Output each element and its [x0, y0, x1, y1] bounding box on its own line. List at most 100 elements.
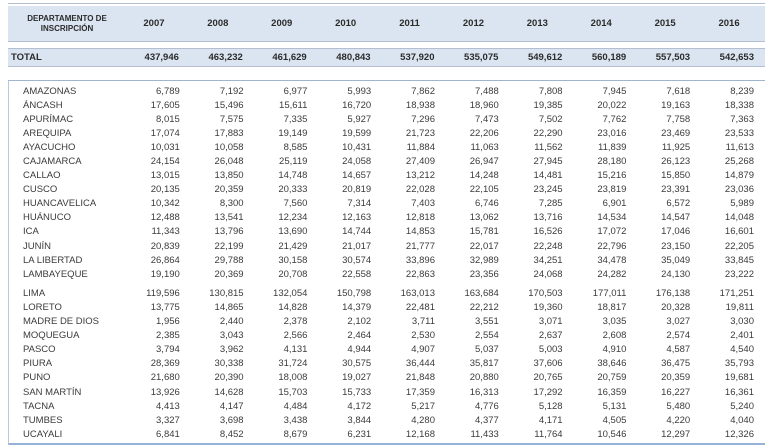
value-cell: 23,356	[469, 268, 499, 280]
value-cell: 20,333	[278, 184, 308, 196]
table-row: LIMA 119,596 130,815 132,054 150,798 163,013 1…	[9, 286, 765, 300]
value-cell: 4,484	[283, 400, 308, 412]
table-row: ICA 11,343 13,796 13,690 14,744 14,853 15,781 1…	[9, 225, 765, 239]
value-cell: 7,403	[411, 198, 435, 210]
value-cell: 11,925	[661, 141, 691, 153]
value-cell: 26,123	[661, 156, 691, 168]
value-cell: 5,480	[666, 400, 691, 412]
value-cell: 6,901	[602, 198, 627, 210]
total-value-cell: 461,629	[272, 52, 307, 63]
value-cell: 8,585	[283, 141, 308, 153]
value-cell: 4,171	[538, 414, 563, 426]
value-cell: 20,369	[214, 268, 244, 280]
table-row: PIURA 28,369 30,338 31,724 30,575 36,444 35,81…	[9, 357, 765, 371]
value-cell: 11,562	[534, 141, 563, 153]
value-cell: 32,989	[469, 254, 499, 266]
value-cell: 5,003	[538, 344, 563, 356]
department-label: LAMBAYEQUE	[23, 268, 88, 280]
value-cell: 150,798	[336, 287, 372, 299]
value-cell: 7,192	[219, 85, 244, 97]
value-cell: 23,391	[661, 184, 691, 196]
table-row: HUÁNUCO 12,488 13,541 12,234 12,163 12,818 13,…	[9, 211, 765, 225]
value-cell: 3,030	[730, 316, 754, 328]
value-cell: 163,684	[464, 287, 499, 299]
value-cell: 20,759	[597, 372, 627, 384]
value-cell: 21,017	[342, 240, 372, 252]
value-cell: 3,071	[538, 316, 563, 328]
value-cell: 26,947	[469, 156, 499, 168]
value-cell: 6,572	[666, 198, 691, 210]
value-cell: 24,130	[661, 268, 691, 280]
value-cell: 12,163	[342, 212, 372, 224]
value-cell: 11,343	[151, 226, 180, 238]
value-cell: 19,027	[342, 372, 372, 384]
value-cell: 2,566	[283, 330, 308, 342]
value-cell: 8,679	[283, 428, 308, 440]
total-value-cell: 437,946	[144, 52, 179, 63]
value-cell: 20,359	[214, 184, 244, 196]
value-cell: 16,526	[533, 226, 563, 238]
value-cell: 21,848	[405, 372, 435, 384]
value-cell: 17,074	[150, 127, 180, 139]
value-cell: 38,646	[597, 358, 627, 370]
value-cell: 14,828	[278, 301, 308, 313]
department-label: AREQUIPA	[23, 127, 72, 139]
value-cell: 14,048	[724, 212, 754, 224]
value-cell: 24,058	[342, 156, 372, 168]
value-cell: 34,251	[533, 254, 563, 266]
value-cell: 29,788	[214, 254, 244, 266]
value-cell: 176,138	[655, 287, 691, 299]
value-cell: 22,017	[469, 240, 499, 252]
value-cell: 15,496	[214, 99, 244, 111]
value-cell: 14,547	[661, 212, 691, 224]
year-column-header: 2008	[207, 18, 229, 29]
value-cell: 4,377	[475, 414, 499, 426]
department-label: PASCO	[23, 344, 56, 356]
value-cell: 22,481	[405, 301, 435, 313]
value-cell: 3,711	[411, 316, 435, 328]
value-cell: 3,551	[475, 316, 499, 328]
table-row: AREQUIPA 17,074 17,883 19,149 19,599 21,723 22…	[9, 126, 765, 140]
value-cell: 13,850	[214, 170, 244, 182]
table-row: LORETO 13,775 14,865 14,828 14,379 22,481 22,2…	[9, 300, 765, 314]
value-cell: 22,206	[469, 127, 499, 139]
table-row: TACNA 4,413 4,147 4,484 4,172 5,217 4,776 5,128…	[9, 399, 765, 413]
value-cell: 4,220	[666, 414, 691, 426]
value-cell: 171,251	[719, 287, 754, 299]
value-cell: 23,245	[533, 184, 563, 196]
value-cell: 3,844	[347, 414, 372, 426]
value-cell: 35,793	[724, 358, 754, 370]
value-cell: 20,328	[661, 301, 691, 313]
department-label: CALLAO	[23, 170, 61, 182]
value-cell: 16,359	[597, 386, 627, 398]
value-cell: 11,433	[470, 428, 499, 440]
total-value-cell: 557,503	[655, 52, 691, 63]
table-row: MOQUEGUA 2,385 3,043 2,566 2,464 2,530 2,554 2,…	[9, 329, 765, 343]
value-cell: 14,853	[405, 226, 435, 238]
table-row: CALLAO 13,015 13,850 14,748 14,657 13,212 14,2…	[9, 169, 765, 183]
value-cell: 7,862	[411, 85, 435, 97]
table-row: LA LIBERTAD 26,864 29,788 30,158 30,574 33,89…	[9, 253, 765, 267]
value-cell: 19,811	[725, 301, 754, 313]
value-cell: 13,015	[150, 170, 180, 182]
table-row: MADRE DE DIOS 1,956 2,440 2,378 2,102 3,711 3,…	[9, 315, 765, 329]
value-cell: 5,131	[602, 400, 627, 412]
value-cell: 13,062	[469, 212, 499, 224]
value-cell: 17,883	[214, 127, 244, 139]
value-cell: 23,469	[661, 127, 691, 139]
value-cell: 22,248	[533, 240, 563, 252]
table-row: TUMBES 3,327 3,698 3,438 3,844 4,280 4,377 4,17…	[9, 413, 765, 427]
value-cell: 3,027	[666, 316, 691, 328]
value-cell: 23,150	[661, 240, 691, 252]
department-label: CAJAMARCA	[23, 156, 82, 168]
department-label: AMAZONAS	[23, 85, 77, 97]
value-cell: 7,285	[538, 198, 563, 210]
value-cell: 1,956	[156, 316, 180, 328]
table-row: ÁNCASH 17,605 15,496 15,611 16,720 18,938 18,9…	[9, 98, 765, 112]
table-row: CAJAMARCA 24,154 26,048 25,119 24,058 27,409 2…	[9, 154, 765, 168]
department-label: HUÁNUCO	[23, 212, 72, 224]
value-cell: 5,037	[475, 344, 499, 356]
value-cell: 7,363	[730, 113, 754, 125]
value-cell: 34,478	[597, 254, 627, 266]
value-cell: 16,227	[661, 386, 691, 398]
